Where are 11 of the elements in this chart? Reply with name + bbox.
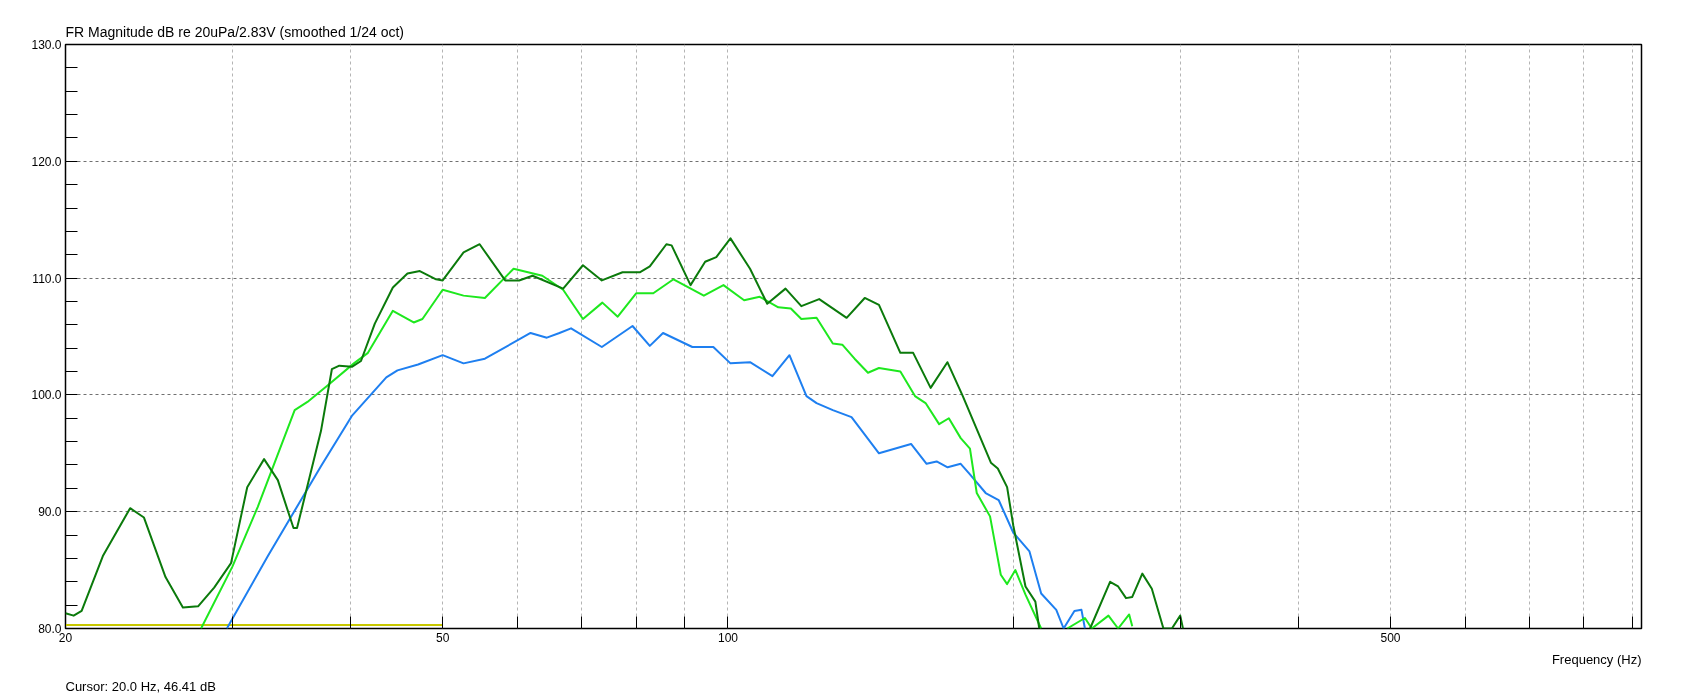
chart-title: FR Magnitude dB re 20uPa/2.83V (smoothed 1/24 oct) bbox=[65, 23, 405, 40]
x-tick-label: 50 bbox=[436, 630, 450, 645]
y-tick-label: 110.0 bbox=[32, 271, 62, 286]
y-tick-label: 130.0 bbox=[31, 38, 62, 52]
x-axis-title: Frequency (Hz) bbox=[1551, 651, 1642, 667]
y-tick-label: 100.0 bbox=[31, 388, 62, 403]
y-tick-label: 120.0 bbox=[31, 154, 62, 169]
text: Cursor: 20.0 Hz, 46.41 dB bbox=[65, 678, 216, 694]
y-tick-label: 90.0 bbox=[38, 505, 62, 520]
x-tick-label: 500 bbox=[1380, 630, 1401, 645]
x-tick-label: 100 bbox=[717, 630, 739, 645]
